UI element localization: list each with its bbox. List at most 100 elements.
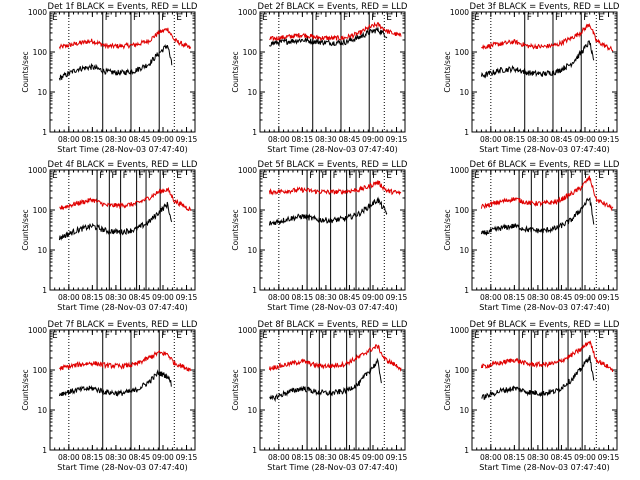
flag-label: F: [349, 331, 354, 341]
x-axis-label: Start Time (28-Nov-03 07:47:40): [479, 303, 609, 312]
y-axis-label: Counts/sec: [231, 369, 240, 410]
flag-label: F: [533, 171, 538, 181]
x-axis-label: Start Time (28-Nov-03 07:47:40): [57, 303, 187, 312]
x-tick-label: 08:30: [315, 453, 337, 462]
x-tick-label: 08:45: [551, 135, 573, 144]
plot-frame: [49, 169, 196, 291]
flag-label: F: [358, 171, 363, 181]
plot-frame: [471, 329, 618, 451]
lld-series-line: [59, 186, 192, 212]
lld-series-line: [480, 340, 614, 372]
y-tick-label: 1000: [28, 326, 47, 335]
y-tick-label: 1: [252, 286, 257, 295]
x-tick-label: 08:00: [480, 453, 502, 462]
y-tick-label: 100: [243, 206, 258, 215]
panel-title: Det 3f BLACK = Events, RED = LLD: [470, 2, 620, 12]
y-tick-label: 10: [247, 246, 257, 255]
flag-label: F: [148, 171, 153, 181]
x-tick-label: 09:00: [362, 293, 384, 302]
x-tick-label: 09:00: [574, 293, 596, 302]
x-tick-label: 08:45: [129, 135, 151, 144]
x-tick-label: 09:15: [598, 453, 620, 462]
y-tick-label: 100: [33, 366, 48, 375]
flag-label: F: [527, 13, 532, 23]
flag-label: F: [162, 171, 167, 181]
y-tick-label: 1: [42, 128, 47, 137]
edge-label-start: E: [474, 331, 480, 341]
flag-label: F: [555, 13, 560, 23]
x-tick-label: 08:30: [315, 135, 337, 144]
flag-label: F: [561, 171, 566, 181]
y-tick-label: 1000: [28, 8, 47, 17]
y-tick-label: 100: [455, 206, 470, 215]
y-tick-label: 1: [252, 128, 257, 137]
panel-det-4: Det 4f BLACK = Events, RED = LLD 1 10 100 10…: [21, 160, 198, 312]
panel-det-8: Det 8f BLACK = Events, RED = LLD 1 10 100 10…: [231, 320, 408, 472]
flag-label: F: [99, 171, 104, 181]
flag-label: F: [133, 331, 138, 341]
lld-series-line: [58, 27, 192, 50]
edge-label-start: E: [262, 331, 268, 341]
y-axis-label: Counts/sec: [21, 51, 30, 92]
plot-frame: [49, 329, 196, 451]
flag-label: F: [372, 331, 377, 341]
x-tick-label: 08:45: [129, 453, 151, 462]
y-tick-label: 1: [42, 286, 47, 295]
y-tick-label: 100: [33, 48, 48, 57]
x-tick-label: 08:30: [527, 135, 549, 144]
events-series-line: [480, 197, 595, 236]
lld-series-line: [268, 180, 402, 196]
edge-label-end: E: [176, 331, 182, 341]
y-tick-label: 1000: [450, 8, 469, 17]
flag-label: F: [533, 331, 538, 341]
edge-label-end: E: [598, 171, 604, 181]
flag-label: F: [521, 171, 526, 181]
panel-det-6: Det 6f BLACK = Events, RED = LLD 1 10 100 10…: [443, 160, 620, 312]
x-axis-label: Start Time (28-Nov-03 07:47:40): [57, 463, 187, 472]
x-tick-label: 08:30: [527, 293, 549, 302]
x-tick-label: 08:45: [551, 293, 573, 302]
y-tick-label: 1: [464, 446, 469, 455]
x-tick-label: 08:15: [82, 293, 104, 302]
flag-label: F: [111, 171, 116, 181]
flag-label: F: [139, 171, 144, 181]
panel-det-2: Det 2f BLACK = Events, RED = LLD 1 10 100 10…: [231, 2, 408, 154]
x-tick-label: 08:30: [527, 453, 549, 462]
y-tick-label: 100: [33, 206, 48, 215]
y-tick-label: 10: [247, 88, 257, 97]
x-tick-label: 09:15: [386, 293, 408, 302]
y-tick-label: 1: [252, 446, 257, 455]
lld-series-line: [480, 175, 614, 212]
flag-label: F: [372, 171, 377, 181]
events-series-line: [480, 40, 595, 79]
lld-series-line: [59, 349, 192, 372]
flag-label: F: [545, 171, 550, 181]
x-tick-label: 09:15: [386, 453, 408, 462]
x-tick-label: 08:00: [58, 453, 80, 462]
panel-title: Det 9f BLACK = Events, RED = LLD: [470, 320, 620, 330]
flag-label: F: [570, 331, 575, 341]
y-tick-label: 1: [464, 286, 469, 295]
panel-title: Det 7f BLACK = Events, RED = LLD: [48, 320, 198, 330]
events-series-line: [58, 369, 172, 397]
flag-label: F: [358, 331, 363, 341]
flag-label: F: [105, 13, 110, 23]
y-tick-label: 10: [37, 88, 47, 97]
events-series-line: [58, 43, 173, 81]
y-tick-label: 1000: [450, 326, 469, 335]
edge-label-end: E: [176, 171, 182, 181]
x-tick-label: 09:15: [386, 135, 408, 144]
x-tick-label: 09:15: [598, 293, 620, 302]
plot-frame: [49, 11, 196, 133]
x-tick-label: 09:00: [574, 453, 596, 462]
panel-title: Det 2f BLACK = Events, RED = LLD: [258, 2, 408, 12]
y-tick-label: 10: [459, 246, 469, 255]
y-tick-label: 100: [243, 366, 258, 375]
lld-series-line: [269, 21, 402, 42]
x-tick-label: 09:00: [362, 135, 384, 144]
x-tick-label: 08:00: [268, 453, 290, 462]
flag-label: F: [123, 171, 128, 181]
x-tick-label: 09:00: [152, 135, 174, 144]
flag-label: F: [161, 331, 166, 341]
x-tick-label: 08:00: [58, 135, 80, 144]
